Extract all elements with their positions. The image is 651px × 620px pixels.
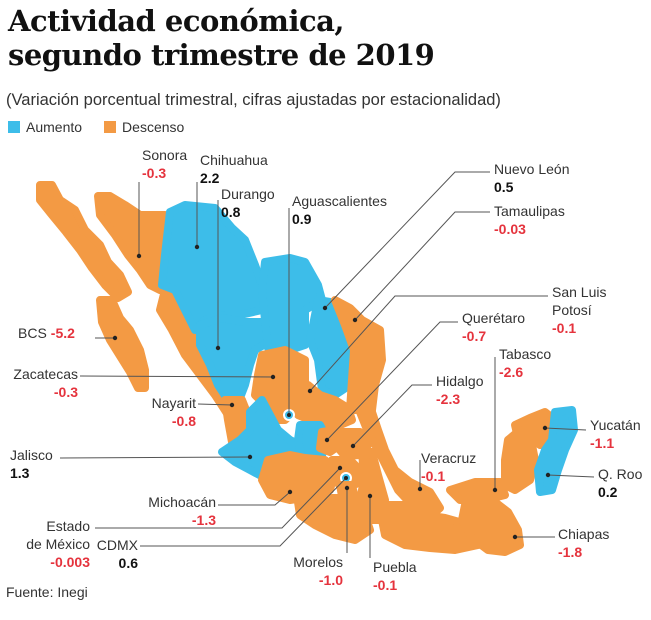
- label-morelos: Morelos -1.0: [287, 553, 343, 589]
- legend-increase: Aumento: [8, 119, 82, 135]
- label-aguascalientes: Aguascalientes 0.9: [292, 192, 387, 228]
- state-chihuahua: [158, 201, 266, 334]
- state-tabasco: [446, 478, 509, 504]
- subtitle: (Variación porcentual trimestral, cifras…: [6, 91, 501, 109]
- source-note: Fuente: Inegi: [6, 584, 88, 600]
- label-durango: Durango 0.8: [221, 185, 275, 221]
- state-name: Q. Roo: [598, 466, 643, 482]
- state-bcs: [96, 296, 149, 392]
- state-name: Tabasco: [499, 346, 552, 362]
- label-sonora: Sonora -0.3: [142, 146, 187, 182]
- state-name: BCS: [18, 325, 47, 341]
- state-name: Aguascalientes: [292, 193, 387, 209]
- increase-swatch: [8, 121, 20, 133]
- state-name: Puebla: [373, 559, 417, 575]
- state-oaxaca: [378, 501, 482, 554]
- state-name: Nayarit: [151, 395, 196, 411]
- label-michoacan: Michoacán -1.3: [140, 493, 216, 529]
- state-name: Morelos: [293, 554, 343, 570]
- state-value: -0.1: [421, 468, 446, 484]
- label-tamaulipas: Tamaulipas -0.03: [494, 202, 565, 238]
- state-name: Sonora: [142, 147, 188, 163]
- label-jalisco: Jalisco 1.3: [10, 446, 53, 482]
- state-value: 0.2: [598, 484, 618, 500]
- state-value: -0.003: [50, 554, 90, 570]
- title-line-2: segundo trimestre de 2019: [8, 38, 435, 72]
- legend-label: Aumento: [26, 119, 83, 135]
- state-value: 0.6: [118, 555, 138, 571]
- state-name: Durango: [221, 186, 275, 202]
- state-name: Chiapas: [558, 526, 610, 542]
- state-value: -1.0: [318, 572, 343, 588]
- state-value: -1.3: [191, 512, 216, 528]
- state-value: -0.1: [373, 577, 398, 593]
- state-name: Querétaro: [462, 310, 526, 326]
- state-name: Estado: [46, 518, 90, 534]
- label-san-luis-potosi: San Luis Potosí -0.1: [552, 283, 606, 337]
- state-value: -0.8: [171, 413, 196, 429]
- state-sonora: [94, 192, 172, 294]
- decrease-swatch: [104, 121, 117, 133]
- state-chiapas: [458, 498, 524, 556]
- legend: Aumento Descenso: [8, 119, 184, 135]
- label-nuevo-leon: Nuevo León 0.5: [494, 160, 570, 196]
- label-tabasco: Tabasco -2.6: [499, 345, 551, 381]
- state-baja-california: [36, 181, 132, 302]
- state-name: CDMX: [96, 537, 138, 553]
- label-yucatan: Yucatán -1.1: [590, 416, 641, 452]
- label-hidalgo: Hidalgo -2.3: [436, 372, 483, 408]
- state-name: Veracruz: [421, 450, 477, 466]
- state-quintana-roo: [534, 406, 578, 496]
- state-value: -0.3: [142, 165, 167, 181]
- state-name: Hidalgo: [436, 373, 484, 389]
- state-dots: [112, 244, 551, 540]
- title: Actividad económica, segundo trimestre d…: [8, 4, 435, 72]
- state-name: Nuevo León: [494, 161, 570, 177]
- state-value: 0.5: [494, 179, 514, 195]
- state-coahuila: [258, 254, 326, 354]
- state-value: 0.9: [292, 211, 312, 227]
- state-name: Michoacán: [148, 494, 216, 510]
- label-bcs: BCS -5.2: [18, 324, 75, 342]
- state-name: Chihuahua: [200, 152, 268, 168]
- state-name: Tamaulipas: [494, 203, 565, 219]
- title-line-1: Actividad económica,: [8, 4, 345, 38]
- label-puebla: Puebla -0.1: [373, 558, 417, 594]
- legend-label: Descenso: [122, 119, 185, 135]
- label-queretaro: Querétaro -0.7: [462, 309, 525, 345]
- state-michoacan: [258, 451, 339, 504]
- state-name: de México: [26, 536, 90, 552]
- legend-decrease: Descenso: [104, 119, 184, 135]
- state-value: 2.2: [200, 170, 220, 186]
- state-name: Jalisco: [10, 447, 53, 463]
- label-nayarit: Nayarit -0.8: [144, 394, 196, 430]
- state-name: Potosí: [552, 302, 592, 318]
- state-value: -0.1: [552, 320, 577, 336]
- state-value: 1.3: [10, 465, 30, 481]
- state-value: -2.3: [436, 391, 461, 407]
- state-value: -1.8: [558, 544, 583, 560]
- state-value: -5.2: [50, 325, 75, 341]
- label-chihuahua: Chihuahua 2.2: [200, 151, 268, 187]
- state-value: 0.8: [221, 204, 241, 220]
- state-value: -0.7: [462, 328, 487, 344]
- state-tamaulipas: [331, 296, 386, 414]
- label-cdmx: CDMX 0.6: [92, 536, 138, 572]
- state-name: San Luis: [552, 284, 607, 300]
- state-name: Zacatecas: [13, 366, 78, 382]
- label-estado-de-mexico: Estado de México -0.003: [18, 517, 90, 571]
- state-san-luis-potosi: [286, 381, 356, 429]
- label-quintana-roo: Q. Roo 0.2: [598, 465, 642, 501]
- state-value: -0.03: [494, 221, 526, 237]
- label-veracruz: Veracruz -0.1: [421, 449, 476, 485]
- state-value: -1.1: [590, 435, 615, 451]
- label-zacatecas: Zacatecas -0.3: [6, 365, 78, 401]
- state-value: -2.6: [499, 364, 524, 380]
- state-name: Yucatán: [590, 417, 641, 433]
- state-value: -0.3: [53, 384, 78, 400]
- label-chiapas: Chiapas -1.8: [558, 525, 609, 561]
- leader-lines: [59, 171, 595, 558]
